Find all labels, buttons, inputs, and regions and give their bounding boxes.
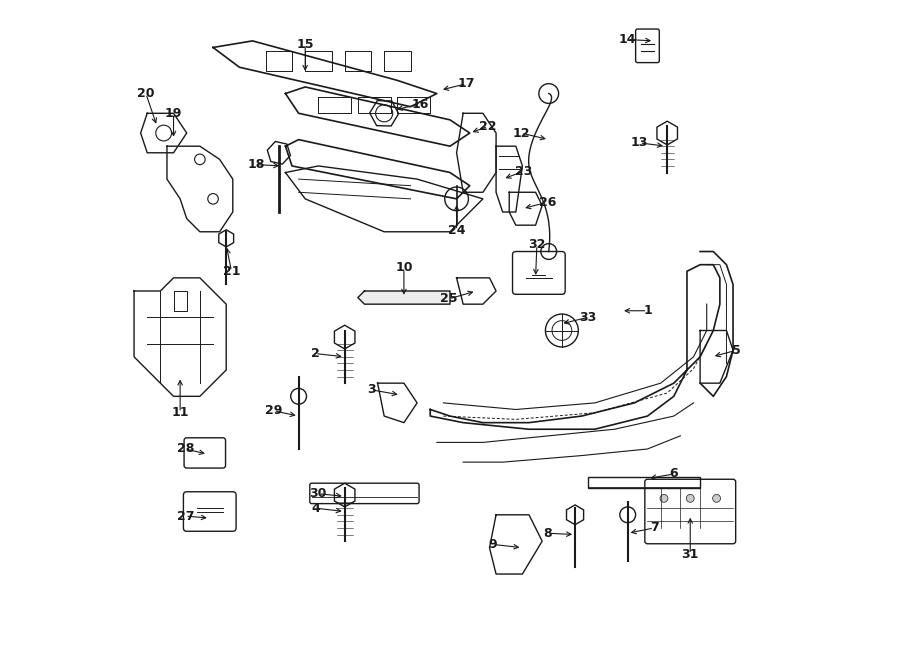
Text: 5: 5 [732, 344, 741, 357]
Polygon shape [358, 291, 450, 304]
Text: 14: 14 [619, 33, 636, 46]
Text: 26: 26 [539, 196, 556, 209]
Text: 8: 8 [543, 527, 552, 540]
Text: 17: 17 [458, 77, 475, 90]
Text: 22: 22 [480, 120, 497, 133]
Text: 1: 1 [644, 304, 652, 317]
Text: 9: 9 [489, 538, 497, 551]
Circle shape [687, 494, 694, 502]
Text: 29: 29 [265, 405, 283, 417]
Text: 27: 27 [176, 510, 194, 523]
Text: 24: 24 [448, 224, 465, 237]
Text: 33: 33 [580, 311, 597, 324]
Text: 21: 21 [222, 265, 240, 278]
Text: 3: 3 [366, 383, 375, 396]
Text: 13: 13 [631, 136, 648, 149]
Text: 32: 32 [528, 239, 545, 251]
Text: 11: 11 [171, 407, 189, 419]
Text: 25: 25 [440, 292, 457, 305]
Text: 30: 30 [310, 487, 327, 500]
Circle shape [713, 494, 721, 502]
Text: 7: 7 [650, 522, 659, 535]
Text: 31: 31 [681, 548, 699, 561]
Bar [589, 477, 700, 488]
Text: 4: 4 [311, 502, 320, 515]
Text: 6: 6 [670, 467, 678, 481]
Circle shape [660, 494, 668, 502]
Text: 12: 12 [512, 126, 530, 139]
Text: 16: 16 [411, 98, 429, 110]
Text: 10: 10 [395, 262, 413, 274]
Text: 28: 28 [176, 442, 194, 455]
Text: 2: 2 [310, 347, 320, 360]
Text: 23: 23 [515, 165, 533, 178]
Text: 19: 19 [165, 107, 182, 120]
Text: 20: 20 [137, 87, 155, 100]
Text: 18: 18 [248, 158, 265, 171]
Text: 15: 15 [296, 38, 314, 51]
